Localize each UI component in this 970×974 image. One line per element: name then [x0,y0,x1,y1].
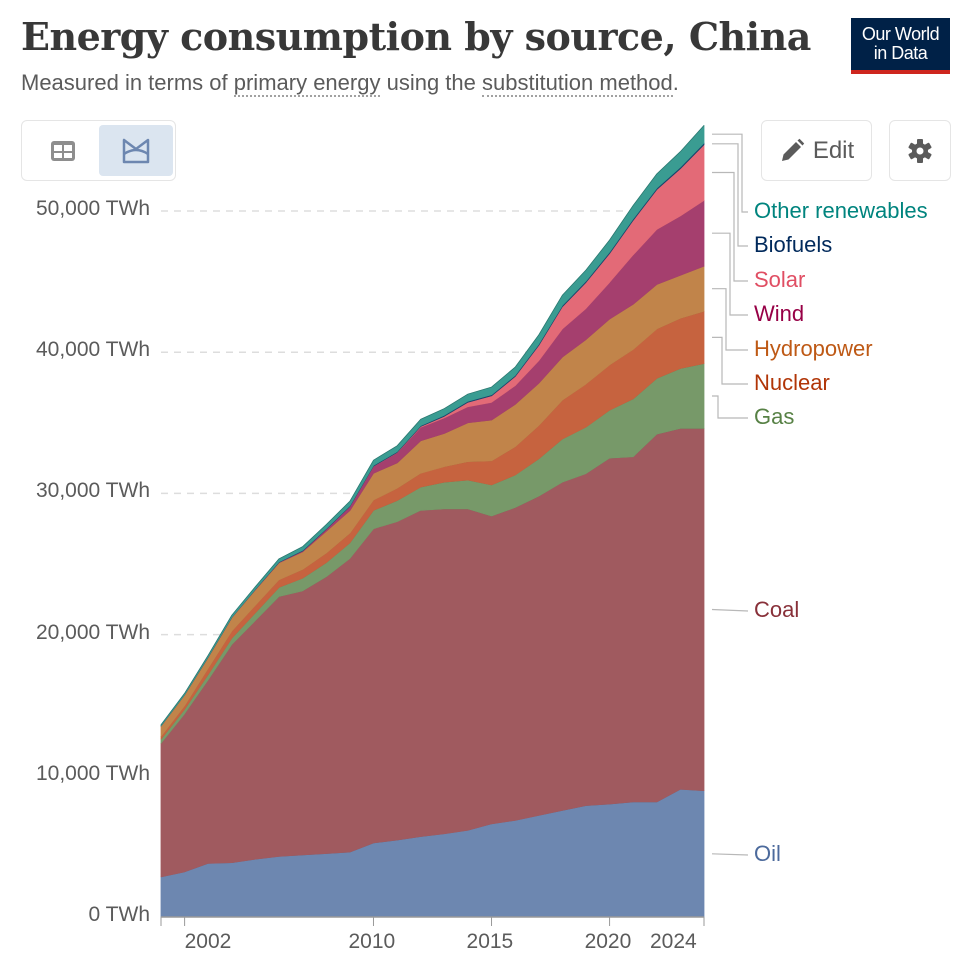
view-toggle [21,120,176,181]
table-icon [51,140,75,161]
y-tick-label: 40,000 TWh [35,338,150,362]
legend-label-biofuels[interactable]: Biofuels [754,232,833,257]
edit-label: Edit [812,136,855,164]
subtitle-text-3: . [672,70,679,95]
leader-line [712,133,748,213]
x-axis [160,916,705,926]
edit-button[interactable]: Edit [761,120,872,181]
leader-line [712,232,748,316]
leader-line [712,288,748,351]
logo-line-1: Our World [861,24,940,44]
legend-label-oil[interactable]: Oil [754,841,781,866]
leader-line [711,608,749,612]
leader-line [712,171,748,282]
leader-line [712,143,748,247]
legend-leader-lines [711,133,749,856]
leader-line [712,395,748,419]
y-tick-label: 10,000 TWh [35,761,150,785]
primary-energy-link[interactable]: primary energy [233,70,381,97]
y-tick-label: 20,000 TWh [35,620,150,644]
owid-logo[interactable]: Our World in Data [851,18,950,74]
x-tick-label: 2015 [466,930,514,953]
x-tick-label: 2024 [650,930,697,953]
leader-line [711,853,749,856]
gear-icon [908,138,932,163]
y-tick-label: 50,000 TWh [35,197,150,220]
area-chart-icon [122,138,150,163]
legend-label-hydropower[interactable]: Hydropower [754,336,873,361]
chart-subtitle: Measured in terms of primary energy usin… [21,70,679,97]
y-tick-label: 30,000 TWh [35,479,150,503]
legend-label-nuclear[interactable]: Nuclear [754,370,830,395]
x-tick-label: 2002 [184,930,232,953]
chart-title: Energy consumption by source, China [21,14,811,59]
settings-button[interactable] [889,120,951,181]
table-view-button[interactable] [26,125,100,176]
y-tick-label: 0 TWh [88,903,150,926]
substitution-method-link[interactable]: substitution method [481,70,673,97]
subtitle-text-1: Measured in terms of [21,70,234,95]
logo-line-2: in Data [873,43,928,63]
legend-label-wind[interactable]: Wind [754,301,805,326]
pencil-icon [781,138,805,161]
area-other-renewables[interactable] [160,125,705,727]
legend-label-other-renewables[interactable]: Other renewables [754,198,928,223]
legend-label-gas[interactable]: Gas [754,404,795,429]
chart-view-button[interactable] [99,125,173,176]
area-edge [160,125,705,726]
leader-line [712,336,748,385]
areas [160,125,705,918]
x-tick-label: 2010 [348,930,396,953]
subtitle-text-2: using the [380,70,482,95]
x-tick-label: 2020 [584,930,632,953]
legend-label-solar[interactable]: Solar [754,267,806,292]
legend-label-coal[interactable]: Coal [754,597,800,622]
